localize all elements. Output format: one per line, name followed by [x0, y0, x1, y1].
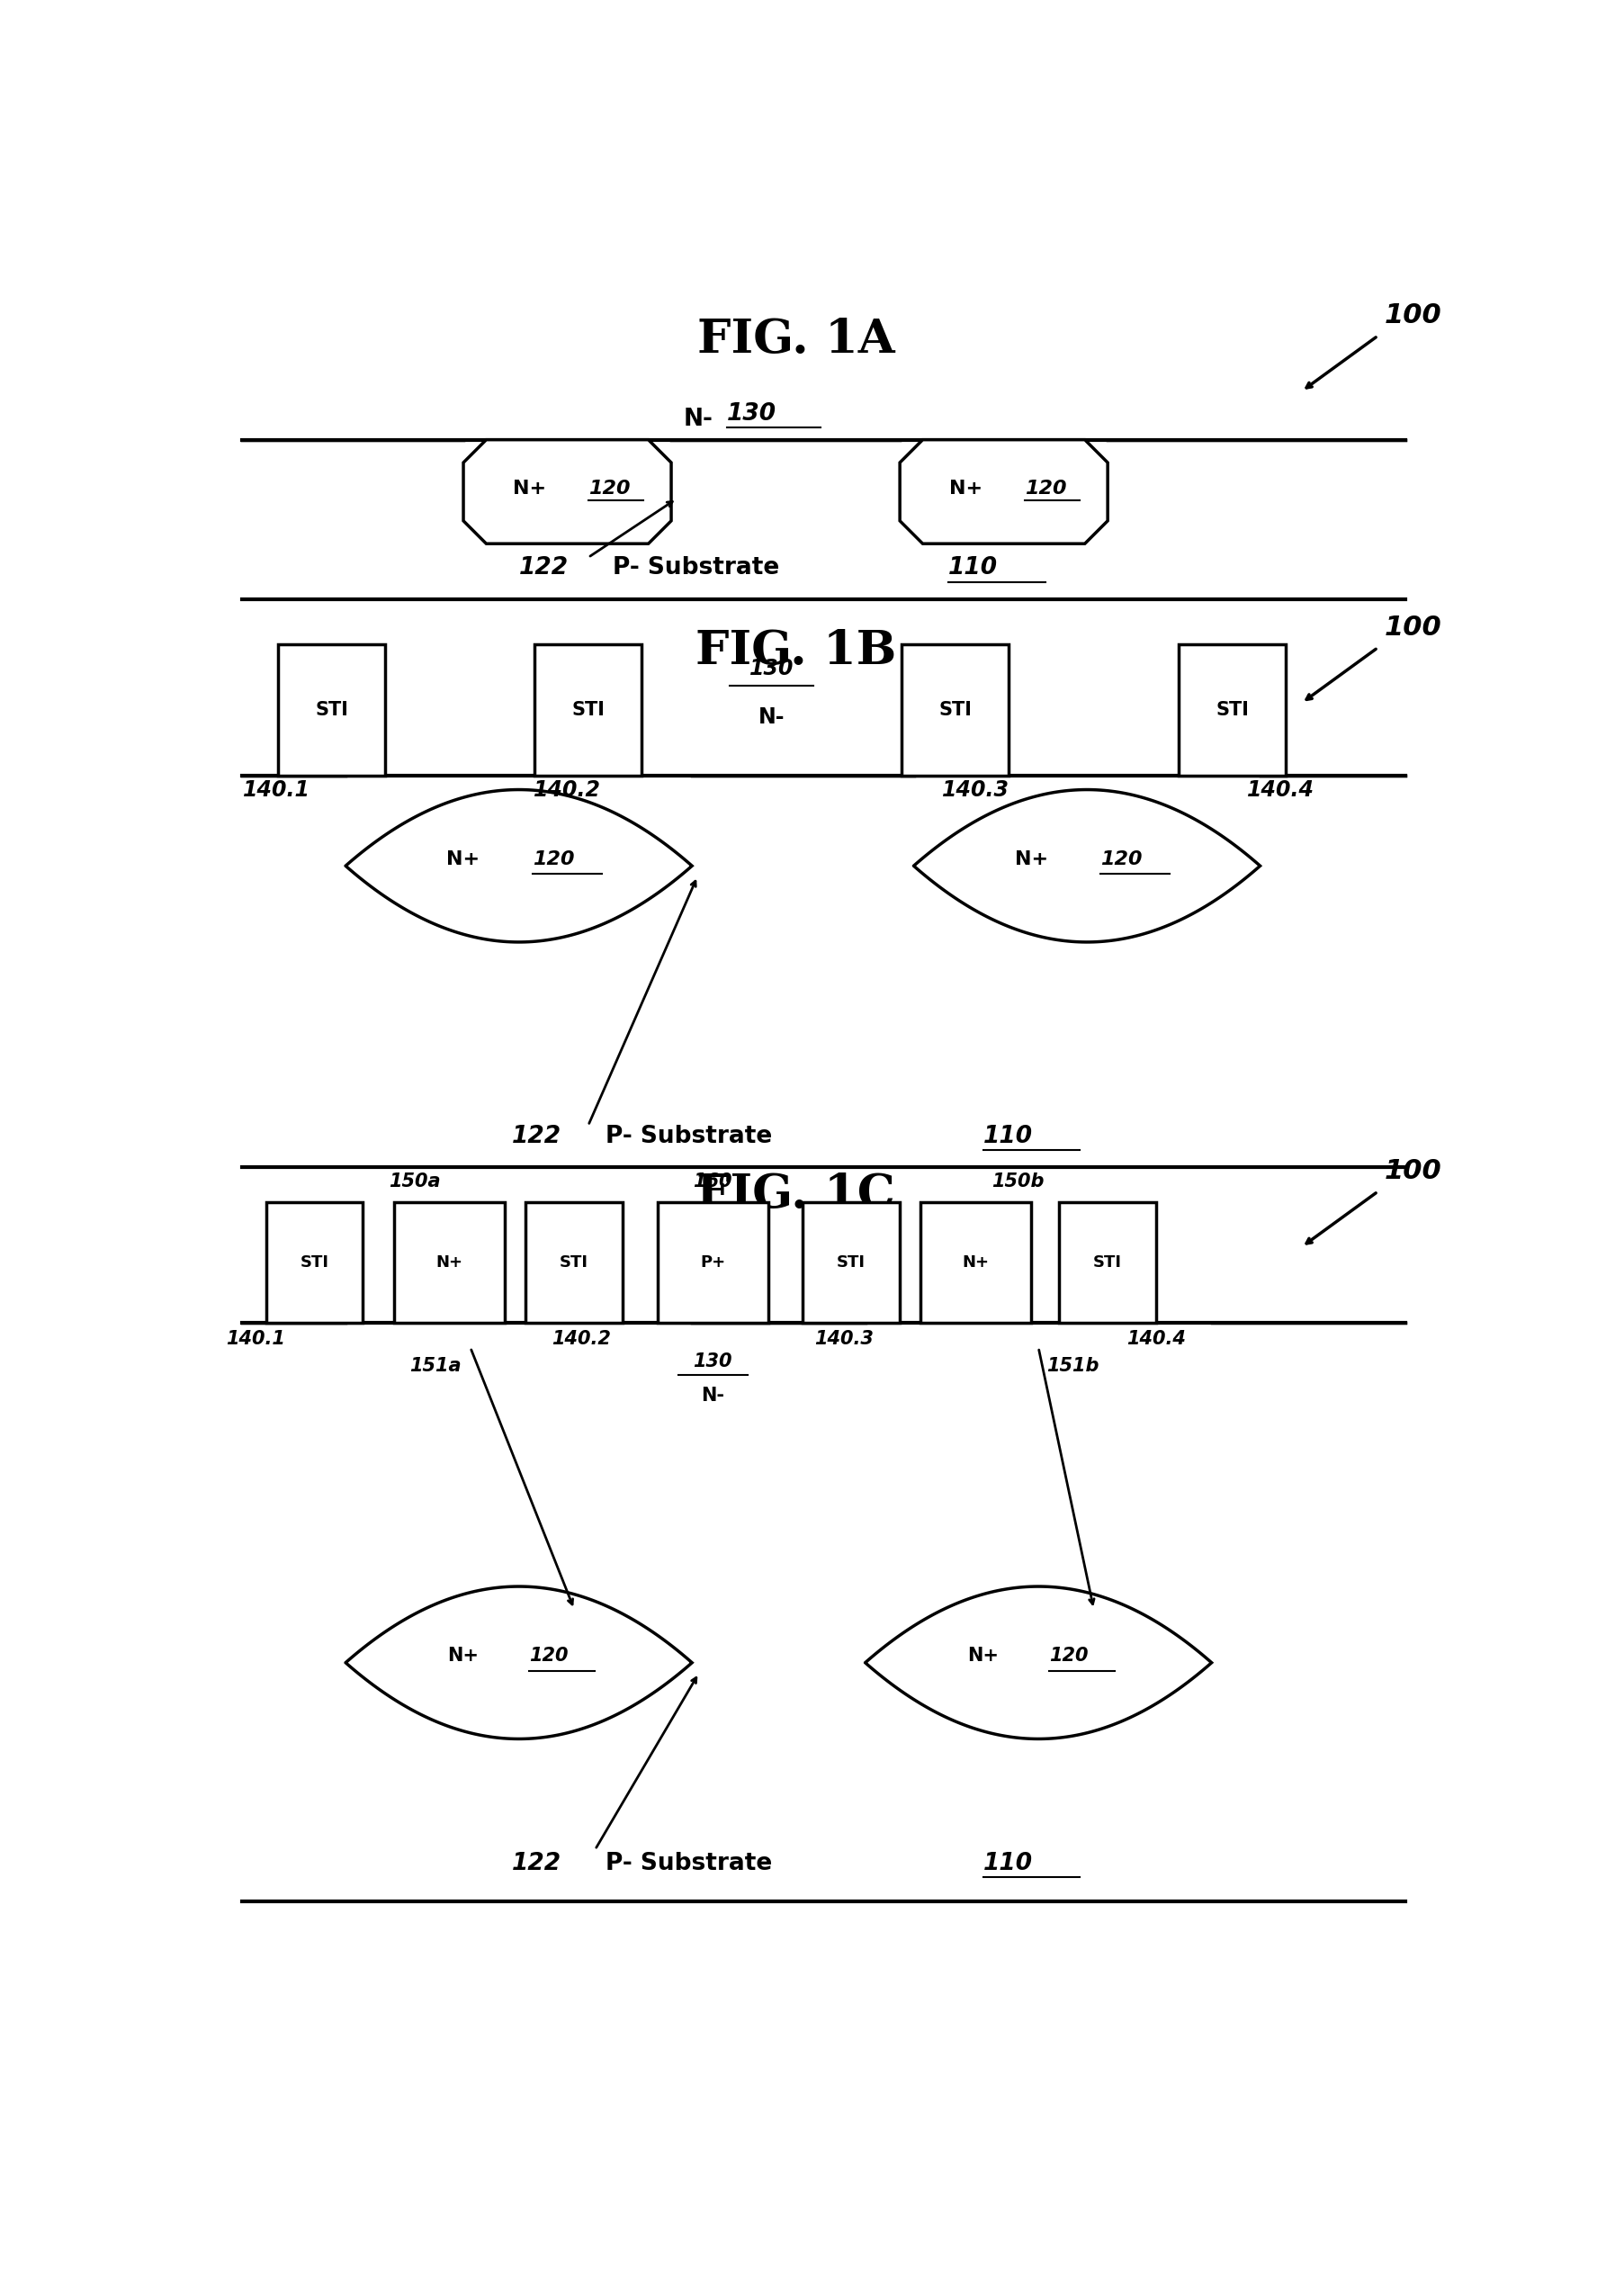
- Text: 140.4: 140.4: [1247, 780, 1314, 800]
- Text: STI: STI: [315, 700, 349, 718]
- Text: 130: 130: [693, 1352, 732, 1371]
- Text: 130: 130: [749, 657, 794, 680]
- Text: 110: 110: [948, 557, 997, 580]
- Polygon shape: [866, 1587, 1212, 1739]
- Text: N+: N+: [1015, 850, 1047, 868]
- Text: 100: 100: [1385, 302, 1442, 330]
- Text: 120: 120: [1049, 1646, 1088, 1664]
- Text: 120: 120: [1101, 850, 1143, 868]
- Text: 160: 160: [693, 1173, 732, 1191]
- Text: N+: N+: [513, 480, 546, 498]
- Text: FIG. 1B: FIG. 1B: [695, 627, 896, 675]
- Text: 100: 100: [1385, 1159, 1442, 1184]
- Text: N+: N+: [963, 1255, 989, 1271]
- Text: FIG. 1C: FIG. 1C: [697, 1173, 895, 1218]
- Text: 120: 120: [1025, 480, 1067, 498]
- Text: 130: 130: [726, 402, 776, 425]
- Text: N+: N+: [948, 480, 983, 498]
- Text: P- Substrate: P- Substrate: [612, 557, 780, 580]
- Text: N+: N+: [447, 850, 481, 868]
- Text: 140.1: 140.1: [226, 1330, 286, 1348]
- Polygon shape: [900, 439, 1108, 543]
- Polygon shape: [346, 1587, 692, 1739]
- Bar: [921, 1202, 1031, 1323]
- Text: 140.1: 140.1: [242, 780, 310, 800]
- Text: 110: 110: [983, 1125, 1033, 1148]
- Bar: [266, 1202, 362, 1323]
- Text: STI: STI: [300, 1255, 328, 1271]
- Text: 120: 120: [529, 1646, 568, 1664]
- Text: 151b: 151b: [1047, 1357, 1099, 1375]
- Text: 122: 122: [512, 1125, 562, 1148]
- Text: 151a: 151a: [409, 1357, 461, 1375]
- Text: N-: N-: [684, 407, 713, 430]
- Polygon shape: [463, 439, 671, 543]
- Text: 150a: 150a: [390, 1173, 440, 1191]
- Text: 122: 122: [518, 557, 568, 580]
- Bar: [278, 643, 385, 775]
- Text: STI: STI: [1093, 1255, 1122, 1271]
- Text: N-: N-: [758, 707, 784, 727]
- Text: STI: STI: [560, 1255, 588, 1271]
- Text: STI: STI: [1216, 700, 1249, 718]
- Bar: [802, 1202, 900, 1323]
- Text: STI: STI: [939, 700, 971, 718]
- Text: 140.3: 140.3: [815, 1330, 874, 1348]
- Text: 140.4: 140.4: [1127, 1330, 1186, 1348]
- Text: 140.3: 140.3: [942, 780, 1010, 800]
- Bar: [395, 1202, 505, 1323]
- Text: N-: N-: [702, 1387, 724, 1405]
- Bar: [1059, 1202, 1156, 1323]
- Text: P- Substrate: P- Substrate: [606, 1852, 771, 1875]
- Text: 122: 122: [512, 1852, 562, 1875]
- Bar: [534, 643, 641, 775]
- Text: STI: STI: [836, 1255, 866, 1271]
- Text: P+: P+: [700, 1255, 726, 1271]
- Text: STI: STI: [572, 700, 604, 718]
- Text: 140.2: 140.2: [534, 780, 601, 800]
- Text: 120: 120: [533, 850, 575, 868]
- Polygon shape: [914, 789, 1260, 941]
- Text: 140.2: 140.2: [552, 1330, 611, 1348]
- Text: 150b: 150b: [991, 1173, 1044, 1191]
- Text: N+: N+: [968, 1646, 999, 1664]
- Bar: [1179, 643, 1286, 775]
- Bar: [901, 643, 1009, 775]
- Text: 110: 110: [983, 1852, 1033, 1875]
- Text: FIG. 1A: FIG. 1A: [697, 316, 895, 361]
- Bar: [526, 1202, 622, 1323]
- Text: P- Substrate: P- Substrate: [606, 1125, 771, 1148]
- Text: N+: N+: [448, 1646, 479, 1664]
- Bar: [658, 1202, 768, 1323]
- Text: 100: 100: [1385, 614, 1442, 641]
- Polygon shape: [346, 789, 692, 941]
- Text: 120: 120: [588, 480, 630, 498]
- Text: N+: N+: [435, 1255, 463, 1271]
